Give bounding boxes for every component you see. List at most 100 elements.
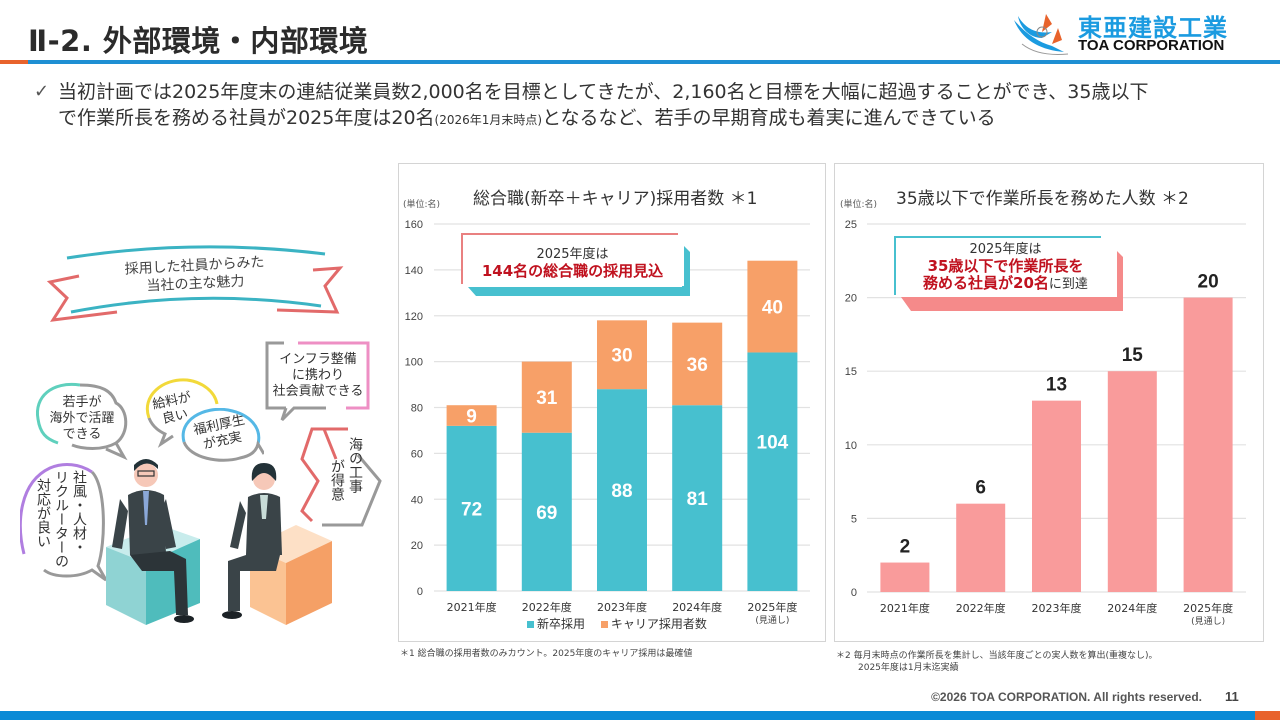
chart2-footnote-line1: ＊2 毎月末時点の作業所長を集計し、当該年度ごとの実人数を算出(重複なし)。: [836, 651, 1158, 661]
legend-item-newgrad: 新卒採用: [527, 617, 585, 631]
data-label: 104: [757, 433, 789, 454]
man-figure-icon: [112, 459, 194, 623]
data-label: 31: [536, 388, 558, 409]
y-tick-label: 5: [851, 513, 857, 525]
y-tick-label: 25: [845, 219, 857, 231]
summary-line-2b: となるなど、若手の早期育成も着実に進んできている: [542, 107, 996, 129]
chart1-footnote: ＊1 総合職の採用者数のみカウント。2025年度のキャリア採用は最確値: [400, 649, 693, 659]
summary-line-2a: で作業所長を務める社員が2025年度は20名: [58, 107, 435, 129]
legend-item-career: キャリア採用者数: [600, 617, 707, 631]
summary-line-2: で作業所長を務める社員が2025年度は20名(2026年1月末時点)となるなど、…: [34, 105, 1254, 133]
summary-date-note: (2026年1月末時点): [434, 113, 543, 127]
chart2-callout-line1: 2025年度は: [969, 242, 1042, 257]
speech-bubble-icon: [265, 341, 370, 422]
chart2-callout-line3-red: 務める社員が20名: [923, 274, 1049, 292]
data-label: 15: [1122, 345, 1144, 366]
y-tick-label: 120: [405, 311, 423, 323]
y-tick-label: 0: [417, 586, 423, 598]
legend-swatch-teal: [527, 621, 534, 628]
bar-secondary: [446, 405, 497, 426]
data-label: 40: [762, 298, 783, 319]
title-rule: [28, 60, 1280, 64]
bar-primary: [1032, 400, 1081, 592]
chart1-unit-label: (単位:名): [403, 200, 441, 210]
bubble-line: 海外で活躍: [49, 411, 115, 426]
callout-frame-icon: [894, 236, 1123, 311]
bar-primary: [880, 562, 930, 592]
ribbon-banner-icon: [46, 245, 344, 322]
speech-bubble-icon: [20, 463, 108, 582]
bar-primary: [446, 425, 497, 591]
chart2-callout-line2: 35歳以下で作業所長を: [927, 257, 1084, 275]
bubble-overseas: 若手が 海外で活躍 できる: [32, 381, 132, 461]
data-label: 36: [687, 355, 708, 376]
bar-primary: [1107, 371, 1157, 592]
y-tick-label: 10: [845, 440, 857, 452]
x-category-label: 2022年度: [522, 600, 572, 614]
chart1-legend: 新卒採用 キャリア採用者数: [527, 615, 707, 632]
x-category-label: 2025年度: [747, 600, 797, 614]
data-label: 9: [466, 407, 477, 428]
bubble-line: 若手が: [62, 395, 102, 410]
chart2-footnote: ＊2 毎月末時点の作業所長を集計し、当該年度ごとの実人数を算出(重複なし)。 2…: [836, 650, 1158, 674]
legend-swatch-orange: [600, 621, 608, 628]
data-label: 72: [461, 499, 482, 520]
title-rule-accent: [0, 60, 28, 64]
data-label: 20: [1198, 272, 1219, 293]
y-tick-label: 80: [411, 403, 423, 415]
y-tick-label: 140: [405, 265, 423, 277]
bubble-line: リクルーターの: [53, 470, 69, 568]
logo-english-name: TOA CORPORATION: [1078, 37, 1225, 54]
copyright: ©2026 TOA CORPORATION. All rights reserv…: [931, 690, 1202, 704]
summary-text: ✓ 当初計画では2025年度末の連結従業員数2,000名を目標としてきたが、2,…: [34, 79, 1254, 133]
x-category-label: 2025年度: [1183, 601, 1233, 615]
y-tick-label: 20: [845, 293, 857, 305]
speech-bubble-icon: [300, 427, 382, 527]
x-category-label: 2021年度: [880, 601, 930, 615]
bubble-line: できる: [62, 427, 102, 442]
bar-primary: [956, 503, 1006, 592]
data-label: 81: [687, 489, 709, 510]
chart1-callout: 2025年度は 144名の総合職の採用見込: [460, 232, 690, 296]
attractions-ribbon: 採用した社員からみた 当社の主な魅力: [45, 240, 345, 325]
data-label: 6: [975, 478, 986, 499]
company-logo: 東亜建設工業 TOA CORPORATION: [1012, 10, 1252, 56]
page-title: Ⅱ-2. 外部環境・内部環境: [28, 24, 369, 58]
bar-secondary: [597, 320, 647, 390]
bubble-line: 海の工事: [347, 437, 363, 493]
chart1-callout-line1: 2025年度は: [536, 247, 609, 262]
logo-japanese-name: 東亜建設工業: [1078, 14, 1228, 42]
chart1-title: 総合職(新卒＋キャリア)採用者数 ＊1: [473, 189, 758, 209]
logo-bird-icon: [1014, 14, 1069, 55]
bubble-line: 社風・人材・: [71, 470, 87, 554]
woman-figure-icon: [222, 463, 282, 619]
bar-primary: [597, 389, 647, 591]
bubble-line: 対応が良い: [35, 478, 51, 548]
chart2-callout-line3-tail: に到達: [1048, 277, 1088, 292]
y-tick-label: 60: [411, 448, 423, 460]
footer-bar: [0, 711, 1255, 720]
bubble-marine: 海の工事 が得意: [300, 425, 384, 531]
page-number: 11: [1225, 689, 1239, 704]
x-category-sublabel: (見通し): [1191, 616, 1225, 627]
bar-primary: [1183, 297, 1233, 592]
speech-bubble-icon: [145, 378, 219, 448]
bar-primary: [747, 352, 798, 591]
y-tick-label: 0: [851, 587, 857, 599]
speech-bubble-icon: [181, 408, 264, 462]
speech-bubble-icon: [35, 382, 128, 461]
x-category-label: 2023年度: [1032, 601, 1082, 615]
data-label: 30: [611, 346, 632, 367]
bubble-line: が得意: [329, 459, 345, 501]
data-label: 13: [1046, 375, 1067, 396]
legend-label: 新卒採用: [537, 617, 586, 631]
y-tick-label: 40: [411, 494, 423, 506]
check-icon: ✓: [34, 81, 50, 102]
bar-primary: [521, 432, 572, 591]
chart1-callout-line2: 144名の総合職の採用見込: [481, 262, 664, 280]
legend-label: キャリア採用者数: [610, 617, 707, 631]
chart2-callout: 2025年度は 35歳以下で作業所長を 務める社員が20名に到達: [893, 235, 1123, 311]
bubble-line: 社会貢献できる: [272, 384, 364, 399]
